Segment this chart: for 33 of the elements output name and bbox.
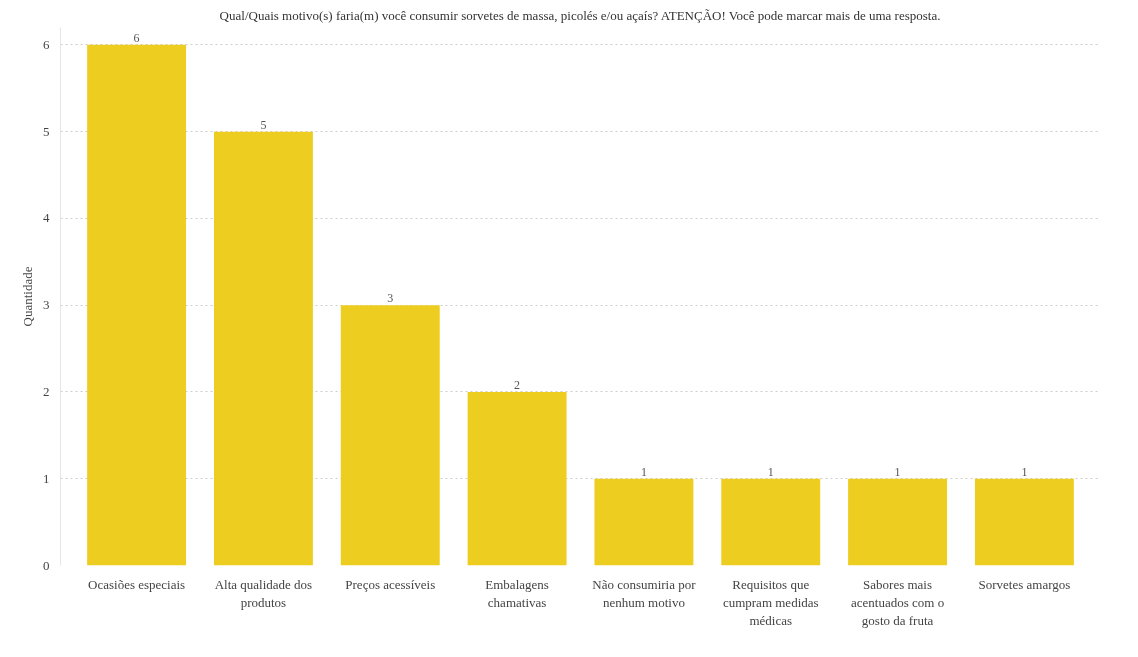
x-tick-label: Embalagens chamativas [485, 576, 549, 610]
y-tick-label: 5 [43, 123, 50, 139]
data-label: 1 [894, 464, 901, 479]
data-label: 6 [133, 30, 140, 45]
y-tick-label: 3 [43, 297, 50, 313]
bar [467, 391, 567, 566]
bar [848, 478, 948, 566]
x-tick-label: Preços acessíveis [345, 576, 436, 592]
x-tick-label: Sorvetes amargos [978, 576, 1071, 592]
data-label: 1 [1021, 464, 1028, 479]
bar [213, 131, 313, 566]
data-label: 1 [640, 464, 647, 479]
data-label: 1 [767, 464, 774, 479]
x-tick-label: Sabores mais acentuados com o gosto da fruta [851, 576, 945, 628]
bar [721, 478, 821, 566]
x-tick-label: Não consumiria por nenhum motivo [592, 576, 697, 610]
bar [340, 305, 440, 566]
bar [594, 478, 694, 566]
data-label: 5 [260, 117, 267, 132]
x-tick-label: Alta qualidade dos produtos [214, 576, 313, 610]
y-tick-label: 1 [43, 470, 50, 486]
bar [87, 44, 187, 566]
y-tick-label: 6 [43, 36, 50, 52]
y-tick-label: 4 [43, 210, 50, 226]
y-tick-label: 0 [43, 557, 50, 573]
y-axis-title: Quantidade [20, 266, 35, 327]
chart-title: Qual/Quais motivo(s) faria(m) você consumir sorvetes de massa, picolés e/ou açaís? ATENÇÃO! Você pode marcar mais de uma resposta. [219, 7, 941, 23]
data-label: 2 [514, 377, 521, 392]
data-label: 3 [387, 291, 394, 306]
x-tick-label: Requisitos que cumpram medidas médicas [722, 576, 819, 628]
bar [974, 478, 1074, 566]
x-tick-label: Ocasiões especiais [88, 576, 186, 592]
y-tick-label: 2 [43, 383, 50, 399]
